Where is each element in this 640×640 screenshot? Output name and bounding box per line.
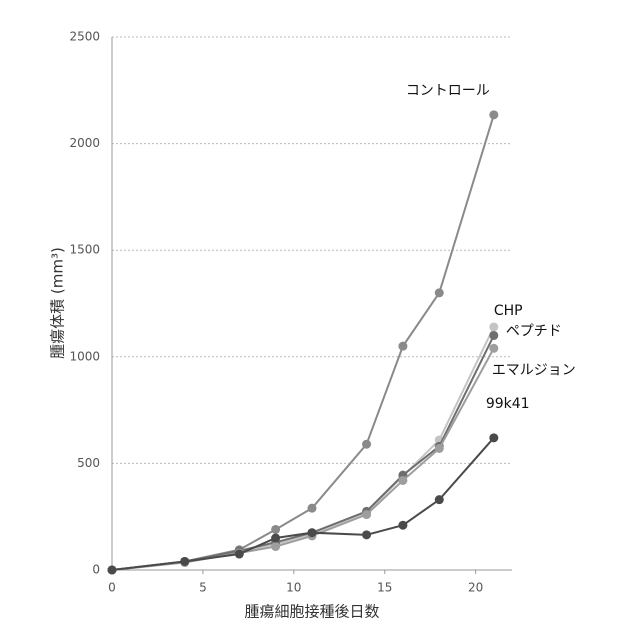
data-point xyxy=(271,534,280,543)
data-point xyxy=(489,110,498,119)
y-tick-label: 1000 xyxy=(69,349,100,363)
y-tick-label: 2500 xyxy=(69,30,100,44)
data-point xyxy=(362,440,371,449)
series-label: CHP xyxy=(494,303,523,319)
data-point xyxy=(489,331,498,340)
data-point xyxy=(489,322,498,331)
data-point xyxy=(435,495,444,504)
data-point xyxy=(235,550,244,559)
x-tick-label: 5 xyxy=(199,581,207,595)
data-point xyxy=(435,444,444,453)
data-point xyxy=(398,521,407,530)
series-label: コントロール xyxy=(406,83,490,99)
series-line xyxy=(112,438,494,570)
series-label: エマルジョン xyxy=(492,362,576,378)
data-point xyxy=(108,566,117,575)
data-point xyxy=(398,476,407,485)
data-point xyxy=(308,528,317,537)
series-label: 99k41 xyxy=(486,396,530,412)
data-point xyxy=(435,288,444,297)
x-tick-label: 20 xyxy=(468,581,483,595)
x-tick-label: 0 xyxy=(108,581,116,595)
data-point xyxy=(308,504,317,513)
data-point xyxy=(362,510,371,519)
y-axis-title: 腫瘍体積 (mm³) xyxy=(49,247,67,359)
y-tick-label: 1500 xyxy=(69,243,100,257)
data-point xyxy=(180,557,189,566)
data-point xyxy=(489,344,498,353)
data-point xyxy=(489,433,498,442)
x-tick-label: 10 xyxy=(286,581,301,595)
chart: 腫瘍体積 (mm³) 腫瘍細胞接種後日数 0 500 1000 1500 2000 250… xyxy=(0,0,640,640)
data-point xyxy=(271,525,280,534)
y-tick-label: 0 xyxy=(92,563,100,577)
x-tick-label: 15 xyxy=(377,581,392,595)
series-label: ペプチド xyxy=(506,323,562,339)
x-axis-title: 腫瘍細胞接種後日数 xyxy=(244,603,379,621)
y-tick-label: 500 xyxy=(77,456,100,470)
data-point xyxy=(398,342,407,351)
data-point xyxy=(362,530,371,539)
data-point xyxy=(271,542,280,551)
y-tick-label: 2000 xyxy=(69,136,100,150)
